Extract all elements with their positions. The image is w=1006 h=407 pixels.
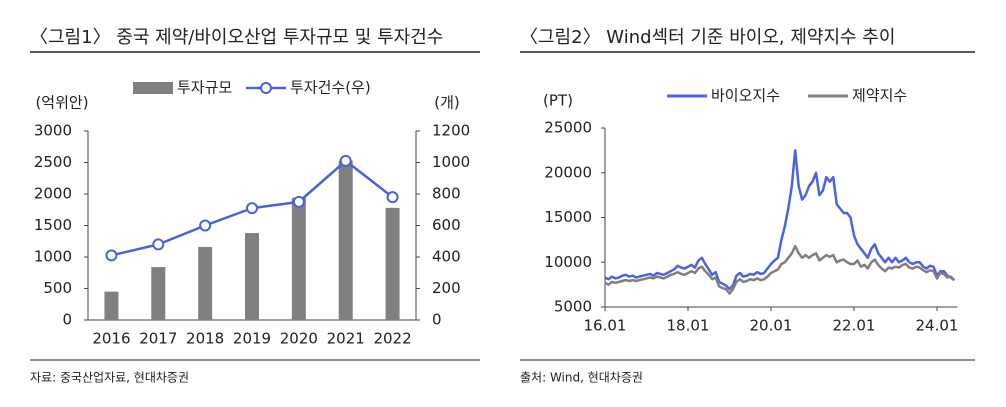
y2-tick-label: 800 — [432, 185, 461, 203]
line-marker — [292, 195, 305, 208]
x-tick-label: 2022 — [373, 330, 411, 348]
y2-tick-label: 200 — [432, 279, 461, 297]
x-tick-label: 2019 — [233, 330, 271, 348]
bar — [338, 160, 353, 320]
line-marker — [339, 154, 352, 167]
y-tick-label: 500 — [43, 279, 72, 297]
y2-tick-label: 400 — [432, 248, 461, 266]
x-tick-label: 20.01 — [750, 317, 793, 335]
y-tick-label: 2000 — [34, 185, 72, 203]
y-tick-label: 3000 — [34, 122, 72, 140]
x-tick-label: 2018 — [186, 330, 224, 348]
line — [604, 149, 956, 291]
y-tick-label: 5000 — [554, 298, 592, 316]
y-tick-label: 0 — [62, 311, 72, 329]
chart-title: 〈그림1〉 중국 제약/바이오산업 투자규모 및 투자건수 — [30, 27, 443, 48]
bar — [245, 233, 259, 320]
legend-swatch — [260, 82, 272, 94]
line-marker — [152, 238, 165, 251]
y-tick-label: 25000 — [544, 119, 592, 137]
y-tick-label: 2500 — [34, 153, 72, 171]
bar — [151, 267, 166, 320]
y2-tick-label: 0 — [432, 311, 442, 329]
y-tick-label: 1000 — [34, 248, 72, 266]
line-marker — [386, 191, 399, 204]
y2-tick-label: 600 — [432, 216, 461, 234]
x-tick-label: 2016 — [92, 330, 130, 348]
line-marker — [199, 219, 212, 232]
legend-label: 투자규모 — [177, 79, 232, 97]
line-marker — [105, 249, 118, 262]
x-tick-label: 24.01 — [916, 317, 959, 335]
x-tick-label: 18.01 — [667, 317, 710, 335]
bar — [291, 197, 306, 320]
x-tick-label: 2017 — [139, 330, 177, 348]
legend-label: 바이오지수 — [711, 87, 780, 105]
y-axis-unit: (억위안) — [35, 94, 88, 112]
x-tick-label: 2020 — [280, 330, 318, 348]
legend-label: 제약지수 — [852, 87, 907, 105]
source: 출처: Wind, 현대차증권 — [520, 371, 643, 385]
y-tick-label: 20000 — [544, 163, 592, 181]
bar — [104, 291, 119, 320]
legend-label: 투자건수(우) — [290, 79, 371, 97]
y-tick-label: 1500 — [34, 216, 72, 234]
y2-tick-label: 1200 — [432, 122, 470, 140]
y2-axis-unit: (개) — [434, 94, 460, 112]
y-axis-unit: (PT) — [543, 92, 573, 110]
x-tick-label: 16.01 — [584, 317, 627, 335]
bar — [198, 246, 213, 320]
chart-title: 〈그림2〉 Wind섹터 기준 바이오, 제약지수 추이 — [520, 27, 895, 48]
x-tick-label: 22.01 — [833, 317, 876, 335]
legend-swatch — [133, 82, 173, 94]
y2-tick-label: 1000 — [432, 153, 470, 171]
y-tick-label: 10000 — [544, 253, 592, 271]
bar — [385, 207, 400, 320]
line — [604, 244, 956, 295]
source: 자료: 중국산업자료, 현대차증권 — [30, 371, 189, 385]
y-tick-label: 15000 — [544, 208, 592, 226]
x-tick-label: 2021 — [327, 330, 365, 348]
line-marker — [246, 202, 258, 215]
